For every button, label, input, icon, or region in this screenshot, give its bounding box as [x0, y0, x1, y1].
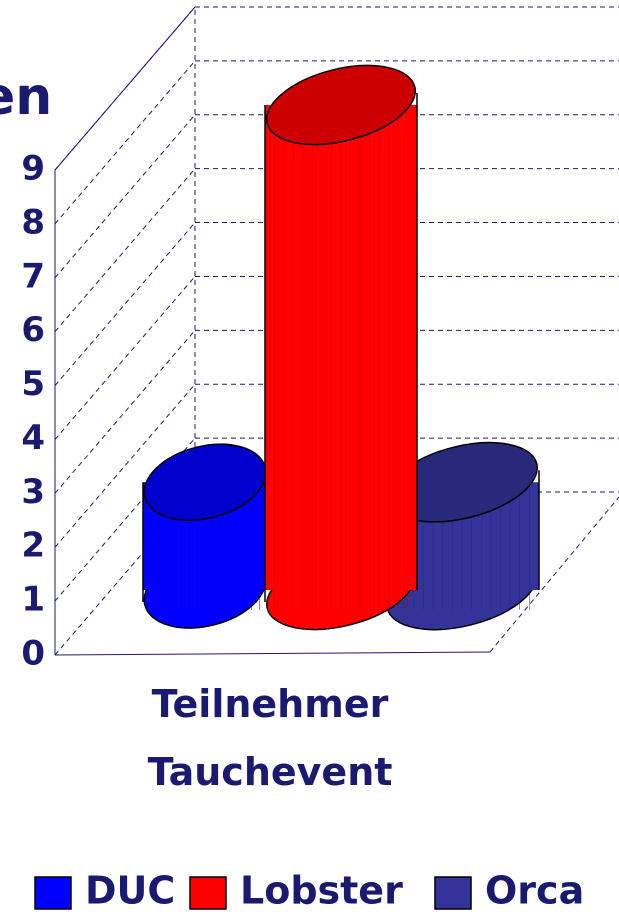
- grid-line: [54, 222, 196, 386]
- y-tick-label: 7: [21, 256, 45, 296]
- y-tick-label: 3: [21, 472, 45, 512]
- legend-swatch: [434, 876, 472, 910]
- grid-line: [54, 168, 196, 332]
- y-tick-label: 2: [21, 526, 45, 566]
- legend-label: Orca: [485, 869, 584, 913]
- legend-swatch: [34, 876, 72, 910]
- axis: [489, 496, 619, 653]
- y-tick-label: 6: [21, 310, 45, 350]
- grid-line: [54, 60, 196, 225]
- legend-swatch: [189, 876, 227, 910]
- axis: [54, 651, 491, 656]
- y-tick-label: 0: [21, 634, 45, 674]
- chart-title: en: [0, 67, 52, 127]
- legend-label: Lobster: [240, 869, 403, 913]
- y-tick-label: 5: [21, 364, 45, 404]
- cylinder-top: [265, 64, 417, 146]
- cylinder: [142, 443, 268, 629]
- y-tick-label: 1: [21, 580, 45, 620]
- cylinder: [264, 64, 418, 631]
- y-tick-label: 9: [21, 149, 45, 189]
- grid-line: [54, 114, 196, 279]
- category-label: Teilnehmer Tauchevent: [147, 682, 393, 794]
- grid-line: [54, 276, 196, 440]
- legend-label: DUC: [85, 869, 175, 913]
- y-tick-label: 8: [21, 202, 45, 242]
- y-tick-label: 4: [21, 418, 45, 458]
- axis: [54, 6, 196, 171]
